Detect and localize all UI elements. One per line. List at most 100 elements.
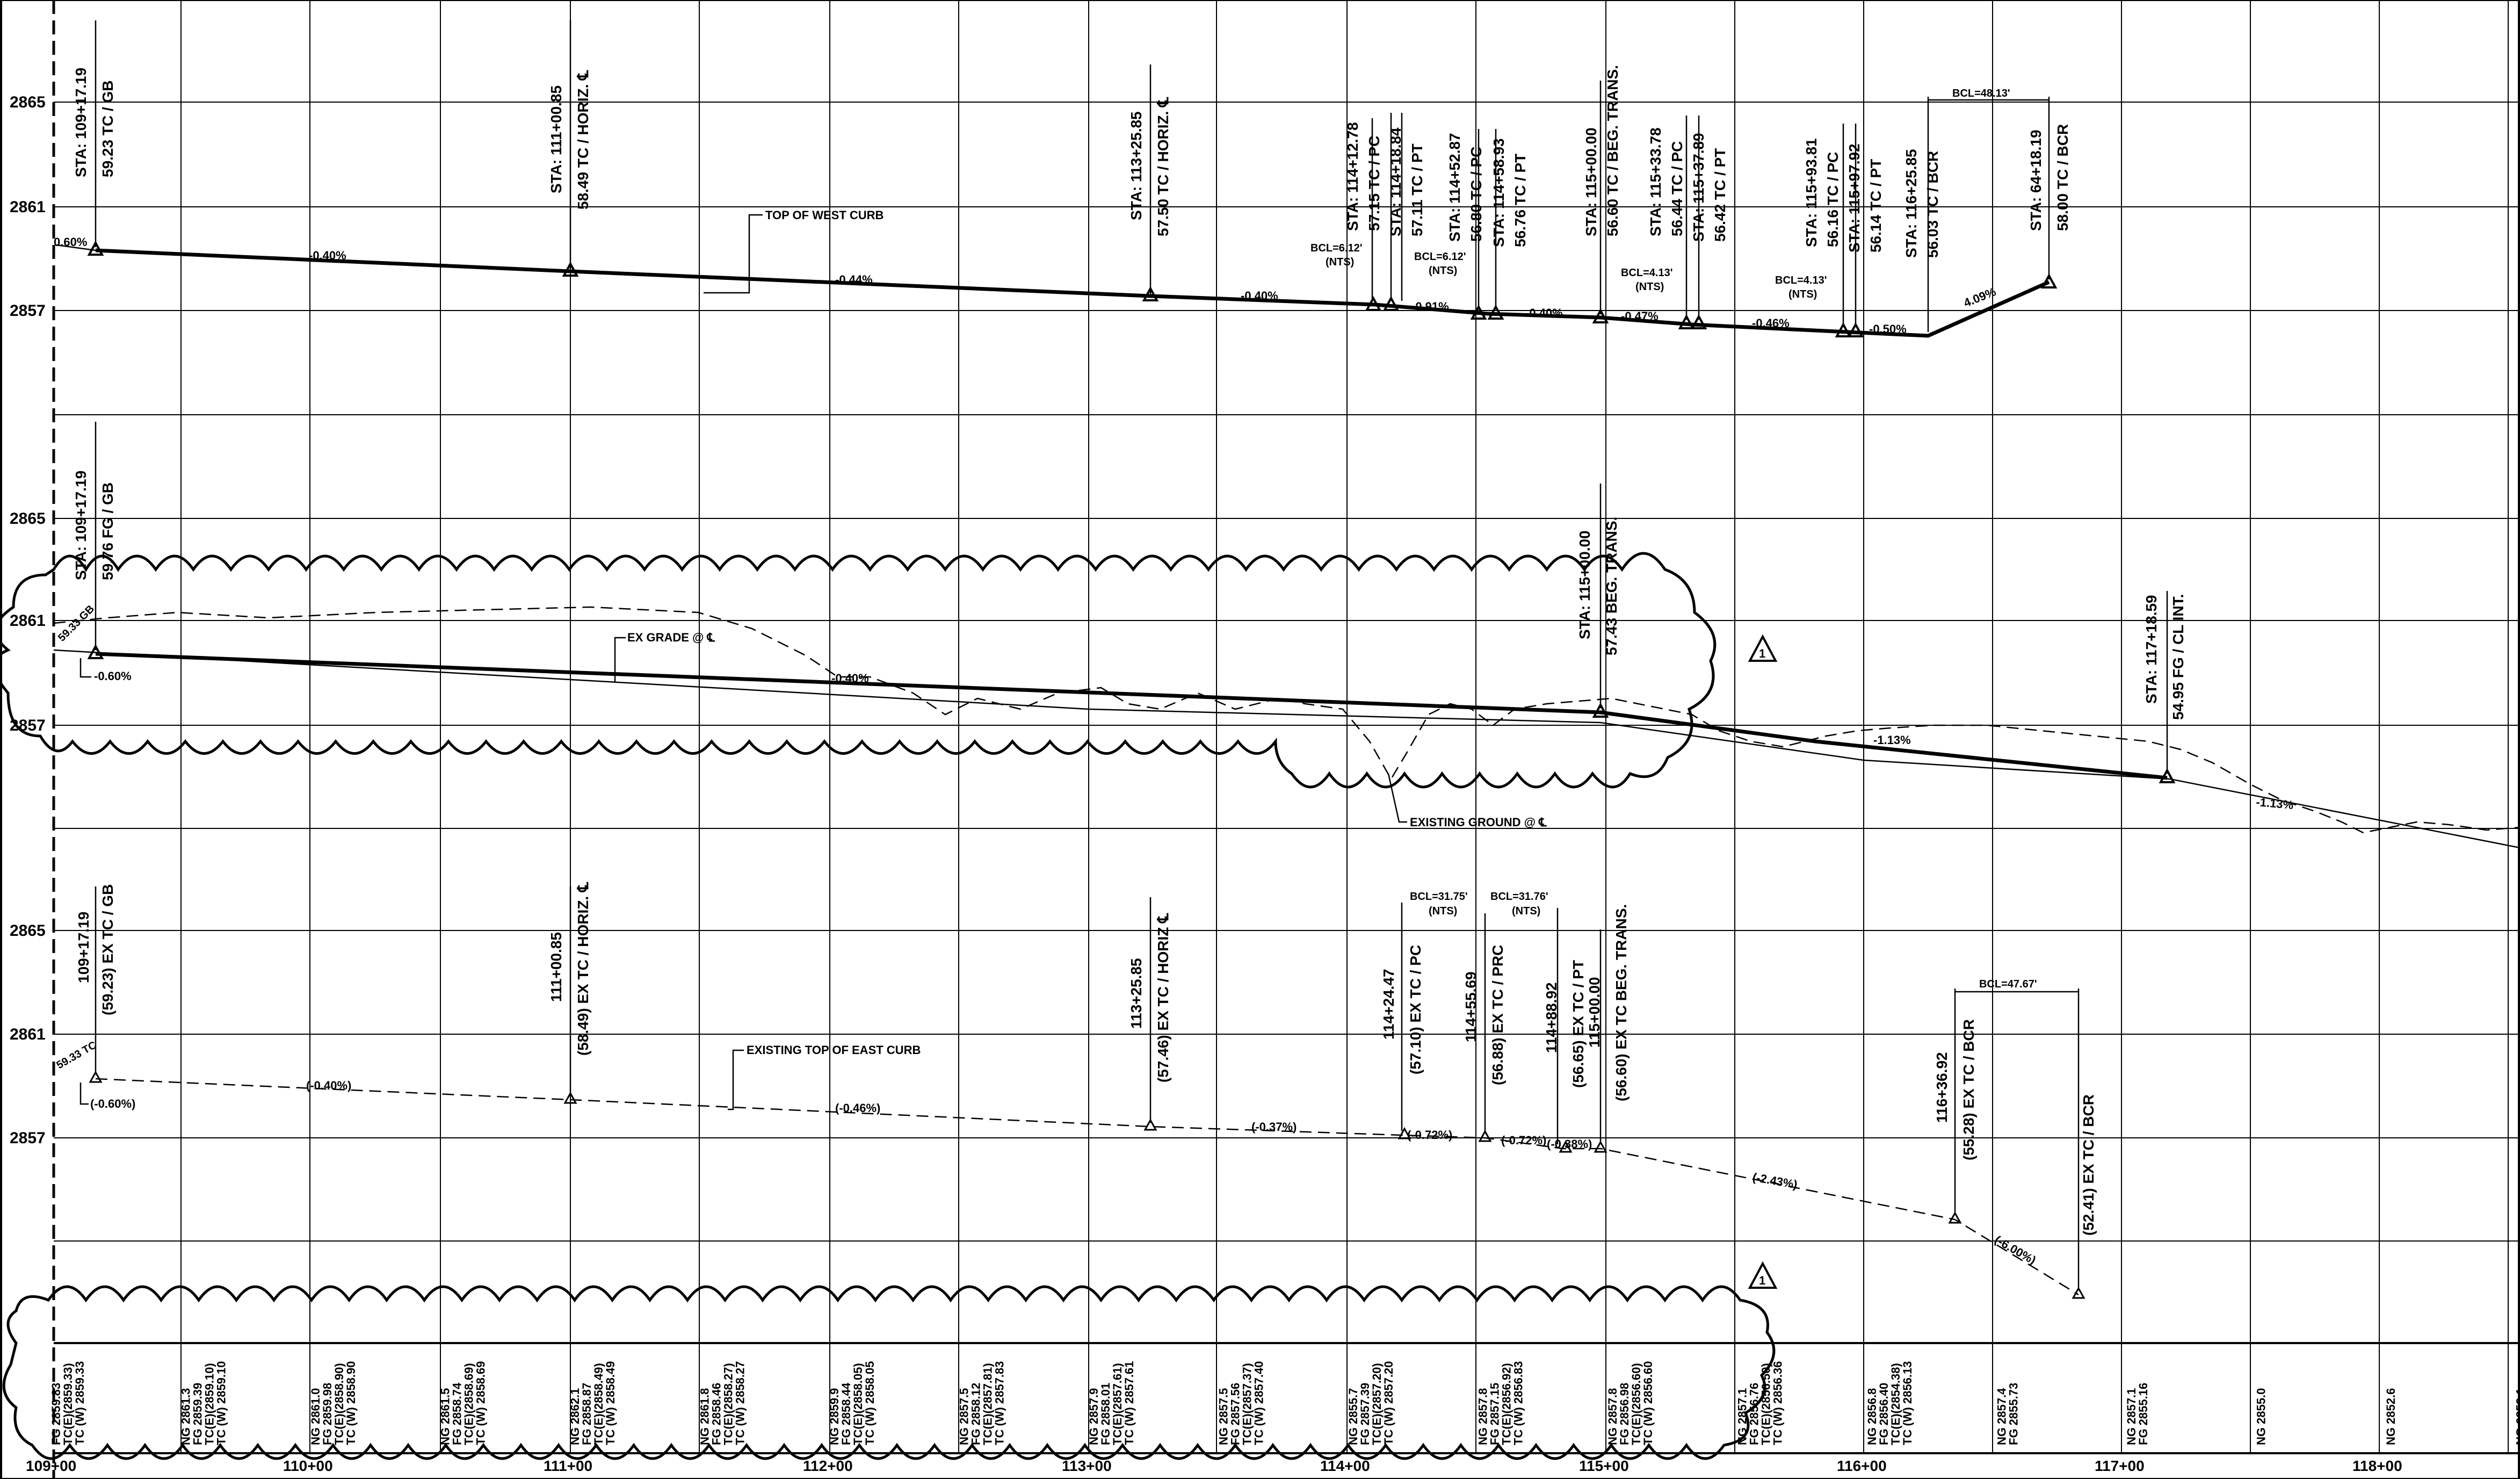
bottom-data-label: FG 2855.16 — [2137, 1383, 2150, 1445]
east-curb-line — [95, 1078, 2079, 1296]
bottom-data-label: TC(E)(2859.33) — [61, 1363, 75, 1445]
bottom-data-label: TC (W) 2856.60 — [1641, 1361, 1655, 1446]
bottom-data-label: FG 2857.56 — [1229, 1383, 1242, 1445]
station-labels: 109+00 110+00 111+00 112+00 113+00 114+0… — [26, 1458, 2402, 1474]
grade-label: -0.50% — [1869, 322, 1907, 336]
bottom-data-label: NG 2855.7 — [1346, 1388, 1360, 1445]
svg-text:1: 1 — [1759, 1274, 1765, 1287]
ex-grade-line — [53, 649, 2520, 849]
station-note: 116+36.92 — [1934, 1052, 1950, 1123]
bcl-label: BCL=31.76' — [1490, 891, 1548, 903]
west-curb-grades: 0.60% -0.40% -0.44% -0.40% -0.91% -0.40%… — [54, 235, 1998, 336]
station-note: 56.76 TC / PT — [1512, 154, 1529, 247]
existing-ground-callout: EXISTING GROUND @ ℄ — [1410, 816, 1547, 829]
bottom-data-label: FG 2856.40 — [1877, 1383, 1891, 1445]
bottom-data-label: NG 2861.5 — [439, 1388, 452, 1445]
bcl-label: (NTS) — [1512, 905, 1540, 917]
bcl-label: BCL=4.13' — [1775, 275, 1827, 286]
station-label: 118+00 — [2352, 1458, 2402, 1474]
bottom-data-label: TC (W) 2857.20 — [1382, 1361, 1395, 1446]
centerline-profile: EX GRADE @ ℄ EXISTING GROUND @ ℄ -0.60% … — [0, 422, 2520, 849]
elevation-label: 2861 — [10, 1026, 46, 1043]
station-note: 56.60 TC / BEG. TRANS. — [1604, 65, 1621, 236]
bottom-data-label: TC (W) 2857.40 — [1252, 1361, 1266, 1446]
grade-label: -0.40% — [1525, 306, 1563, 320]
bottom-data-label: NG 2855.0 — [2255, 1388, 2268, 1445]
bcl-label: (NTS) — [1429, 905, 1457, 917]
bottom-data-label: NG 2857.8 — [1606, 1388, 1619, 1445]
station-note: 57.43 BEG. TRANS. — [1603, 517, 1620, 655]
bcl-label: BCL=4.13' — [1621, 267, 1672, 279]
bottom-data-label: FG 2857.39 — [1358, 1383, 1372, 1445]
bottom-data-label: TC (W) 2857.83 — [993, 1361, 1006, 1446]
elevation-label: 2861 — [10, 198, 46, 216]
grade-label: (-6.00%) — [1993, 1233, 2039, 1267]
bottom-data-label: FG 2858.12 — [969, 1383, 983, 1445]
bottom-data-label: TC (W) 2858.49 — [604, 1361, 617, 1446]
grade-label: (-0.37%) — [1251, 1120, 1297, 1134]
bottom-data-label: FG 2858.44 — [839, 1382, 853, 1445]
grade-label: (-0.72%) — [1407, 1128, 1452, 1142]
bottom-data-label: FG 2855.73 — [2007, 1383, 2021, 1445]
station-note: 113+25.85 — [1128, 958, 1145, 1029]
station-note: STA: 114+18.84 — [1387, 127, 1404, 236]
grade-label: (-0.46%) — [835, 1101, 880, 1115]
bottom-data-label: TC (W) 2859.33 — [73, 1361, 86, 1446]
bottom-data-label: TC(E)(2858.90) — [332, 1363, 346, 1445]
station-note: 115+00.00 — [1586, 977, 1603, 1048]
west-curb-callout: TOP OF WEST CURB — [765, 208, 884, 222]
bottom-data-label: FG 2858.01 — [1099, 1383, 1112, 1445]
bottom-data-label: FG 2858.74 — [451, 1382, 464, 1445]
bottom-data-label: TC (W) 2858.69 — [474, 1361, 488, 1446]
west-curb-profile: TOP OF WEST CURB 0.60% -0.40% -0.44% -0.… — [54, 20, 2071, 338]
grade-label: -1.13% — [2256, 795, 2294, 812]
grade-label: (-0.60%) — [90, 1097, 135, 1110]
grade-label: -0.91% — [1411, 300, 1449, 313]
station-note: 111+00.85 — [548, 932, 564, 1002]
bottom-data-label: NG 2857.1 — [2125, 1388, 2138, 1445]
station-note: 58.49 TC / HORIZ. ℄ — [575, 70, 591, 210]
elevation-label: 2857 — [10, 302, 46, 320]
edge-note: 59.33 TC — [55, 1039, 99, 1071]
station-note: 56.44 TC / PC — [1669, 141, 1685, 236]
revision-cloud-middle — [0, 552, 1717, 789]
station-note: STA: 114+58.93 — [1490, 138, 1507, 247]
station-note: (56.60) EX TC BEG. TRANS. — [1613, 904, 1630, 1101]
bottom-data-label: TC(E)(2858.69) — [462, 1363, 476, 1445]
station-note: 58.00 TC / BCR — [2054, 124, 2071, 231]
elevation-label: 2857 — [10, 1129, 46, 1147]
station-note: 56.03 TC / BCR — [1924, 151, 1941, 258]
bottom-data-label: NG 2857.8 — [1476, 1388, 1490, 1445]
east-curb-pvi-markers — [89, 1070, 2085, 1299]
grade-label: (-2.43%) — [1751, 1170, 1798, 1191]
station-note: STA: 114+12.78 — [1344, 122, 1361, 231]
bottom-data-label: TC (W) 2859.10 — [215, 1361, 228, 1446]
grade-label: -1.13% — [1873, 733, 1911, 747]
station-note: STA: 109+17.19 — [73, 68, 89, 177]
bottom-data-label: NG 2857.4 — [1995, 1388, 2009, 1445]
station-note: STA: 115+33.78 — [1647, 127, 1664, 236]
east-curb-callout: EXISTING TOP OF EAST CURB — [747, 1043, 921, 1057]
station-note: 114+24.47 — [1380, 969, 1397, 1040]
bottom-data-label: TC(E)(2857.37) — [1241, 1363, 1254, 1445]
station-note: 56.16 TC / PC — [1824, 152, 1841, 247]
west-curb-bcl: BCL=6.12' (NTS) BCL=6.12' (NTS) BCL=4.13… — [1310, 88, 2010, 300]
station-label: 115+00 — [1579, 1458, 1629, 1474]
bottom-data-label: TC(E)(2857.20) — [1370, 1363, 1384, 1445]
elevation-label: 2865 — [10, 510, 46, 528]
svg-text:1: 1 — [1759, 647, 1765, 660]
station-label: 112+00 — [803, 1458, 853, 1474]
bcl-label: BCL=31.75' — [1410, 891, 1468, 903]
bottom-data-label: TC(E)(2859.10) — [203, 1363, 216, 1445]
bottom-data-label: FG 2856.98 — [1618, 1383, 1631, 1445]
bottom-data-label: TC(E)(2856.92) — [1500, 1363, 1514, 1445]
elevation-labels: 2865 2861 2857 2865 2861 2857 2865 2861 … — [10, 93, 46, 1147]
station-note: (56.88) EX TC / PRC — [1489, 945, 1506, 1085]
bottom-data-label: TC(E)(2858.05) — [851, 1363, 865, 1445]
bottom-data-label: NG 2861.8 — [698, 1388, 712, 1445]
grade-label: (-0.40%) — [306, 1079, 351, 1092]
grade-label: -0.46% — [1752, 316, 1790, 330]
station-note: STA: 111+00.85 — [548, 85, 564, 193]
